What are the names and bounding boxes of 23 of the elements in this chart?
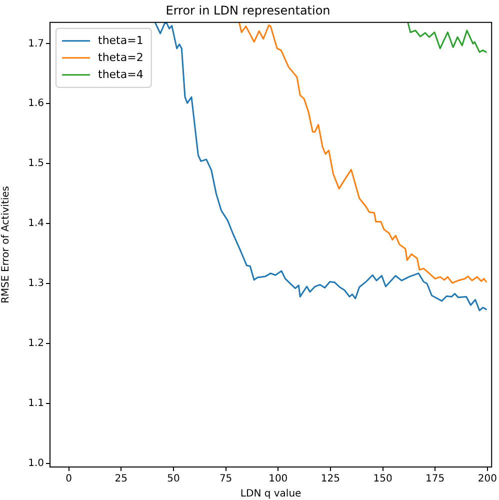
legend-label: theta=1 (98, 34, 144, 47)
x-tick-label: 125 (320, 474, 340, 485)
y-tick-label: 1.3 (28, 278, 44, 290)
x-tick-label: 75 (219, 474, 232, 485)
y-tick-label: 1.5 (28, 158, 44, 170)
chart-title: Error in LDN representation (166, 3, 330, 18)
y-tick-label: 1.7 (28, 38, 44, 50)
x-tick-label: 25 (114, 474, 128, 485)
x-tick-label: 200 (478, 474, 497, 485)
x-tick-label: 50 (167, 474, 180, 485)
x-tick-label: 150 (373, 474, 392, 485)
x-axis-title: LDN q value (240, 488, 302, 500)
x-tick-label: 175 (426, 474, 445, 485)
x-tick-label: 0 (66, 474, 72, 485)
y-tick-label: 1.6 (28, 98, 44, 110)
y-tick-label: 1.0 (28, 458, 44, 469)
y-tick-label: 1.1 (28, 398, 44, 410)
y-tick-label: 1.2 (28, 338, 44, 350)
y-tick-label: 1.4 (28, 218, 44, 230)
x-tick-label: 100 (268, 474, 288, 485)
y-axis-title: RMSE Error of Activities (0, 186, 12, 304)
legend-label: theta=2 (98, 50, 144, 64)
legend-label: theta=4 (98, 68, 144, 81)
